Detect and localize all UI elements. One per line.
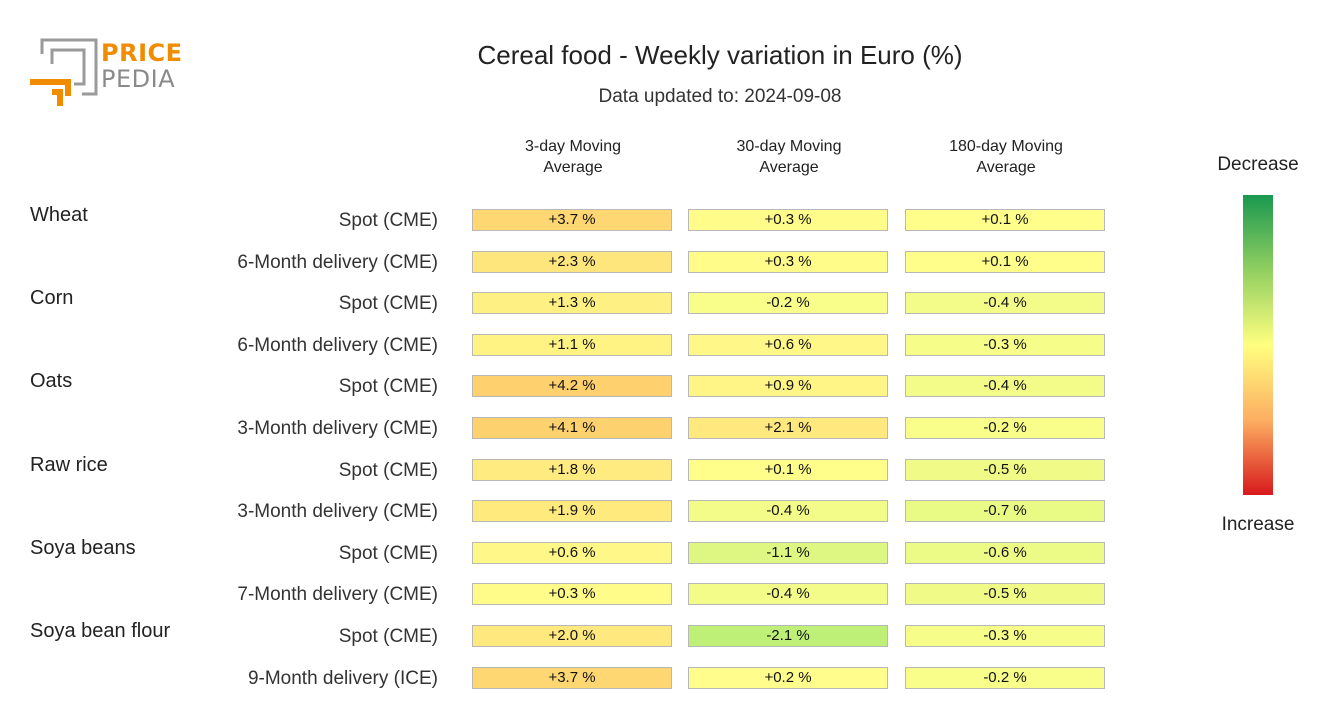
- column-header-line: 3-day Moving: [524, 138, 622, 155]
- value-cell: +0.6 %: [472, 542, 672, 564]
- value-cell: +1.8 %: [472, 459, 672, 481]
- row-label: 9-Month delivery (ICE): [247, 668, 438, 689]
- value-cell: +0.3 %: [688, 209, 888, 231]
- group-label: Soya bean flour: [30, 620, 171, 642]
- row-label: 6-Month delivery (CME): [237, 335, 438, 356]
- value-cell: -0.5 %: [905, 583, 1105, 605]
- group-label: Soya beans: [30, 537, 136, 559]
- value-cell: -0.3 %: [905, 334, 1105, 356]
- row-label: 6-Month delivery (CME): [237, 252, 438, 273]
- value-cell: +1.9 %: [472, 500, 672, 522]
- value-cell: +1.3 %: [472, 292, 672, 314]
- pricepedia-logo: PRICE PEDIA: [30, 38, 190, 110]
- row-label: Spot (CME): [338, 543, 438, 564]
- column-header-line: Average: [759, 159, 819, 176]
- column-header: 30-day Moving Average: [688, 136, 890, 178]
- value-cell: -0.5 %: [905, 459, 1105, 481]
- value-cell: -0.4 %: [905, 375, 1105, 397]
- value-cell: -1.1 %: [688, 542, 888, 564]
- column-header-line: 30-day Moving: [736, 138, 842, 155]
- value-cell: +4.2 %: [472, 375, 672, 397]
- group-label: Oats: [30, 370, 73, 392]
- logo-text-pedia: PEDIA: [101, 65, 176, 93]
- value-cell: +0.2 %: [688, 667, 888, 689]
- chart-subtitle: Data updated to: 2024-09-08: [598, 86, 842, 107]
- value-cell: -0.2 %: [905, 667, 1105, 689]
- value-cell: +3.7 %: [472, 667, 672, 689]
- value-cell: +0.1 %: [688, 459, 888, 481]
- column-header-line: 180-day Moving: [949, 138, 1063, 155]
- value-cell: -0.2 %: [905, 417, 1105, 439]
- column-header: 3-day Moving Average: [472, 136, 674, 178]
- value-cell: +0.1 %: [905, 209, 1105, 231]
- value-cell: -0.6 %: [905, 542, 1105, 564]
- column-header: 180-day Moving Average: [905, 136, 1107, 178]
- value-cell: +0.1 %: [905, 251, 1105, 273]
- logo-text-price: PRICE: [101, 39, 183, 67]
- column-header-line: Average: [543, 159, 603, 176]
- value-cell: +0.3 %: [472, 583, 672, 605]
- value-cell: +3.7 %: [472, 209, 672, 231]
- value-cell: -0.2 %: [688, 292, 888, 314]
- logo-mark-icon: [30, 38, 98, 106]
- value-cell: +4.1 %: [472, 417, 672, 439]
- color-scale-bar: [1243, 195, 1273, 495]
- value-cell: -0.4 %: [688, 583, 888, 605]
- value-cell: -2.1 %: [688, 625, 888, 647]
- legend-decrease-label: Decrease: [1217, 154, 1299, 175]
- column-header-line: Average: [976, 159, 1036, 176]
- group-label: Raw rice: [30, 454, 108, 476]
- legend-increase-label: Increase: [1221, 514, 1295, 535]
- value-cell: +2.0 %: [472, 625, 672, 647]
- value-cell: +1.1 %: [472, 334, 672, 356]
- value-cell: +0.9 %: [688, 375, 888, 397]
- value-cell: +2.1 %: [688, 417, 888, 439]
- row-label: Spot (CME): [338, 210, 438, 231]
- value-cell: +0.6 %: [688, 334, 888, 356]
- group-label: Wheat: [30, 204, 88, 226]
- chart-title: Cereal food - Weekly variation in Euro (…: [477, 40, 963, 70]
- row-label: 7-Month delivery (CME): [237, 584, 438, 605]
- value-cell: +2.3 %: [472, 251, 672, 273]
- group-label: Corn: [30, 287, 74, 309]
- value-cell: +0.3 %: [688, 251, 888, 273]
- row-label: 3-Month delivery (CME): [237, 501, 438, 522]
- value-cell: -0.4 %: [905, 292, 1105, 314]
- row-label: Spot (CME): [338, 376, 438, 397]
- value-cell: -0.3 %: [905, 625, 1105, 647]
- row-label: Spot (CME): [338, 293, 438, 314]
- row-label: Spot (CME): [338, 626, 438, 647]
- row-label: 3-Month delivery (CME): [237, 418, 438, 439]
- row-label: Spot (CME): [338, 460, 438, 481]
- value-cell: -0.4 %: [688, 500, 888, 522]
- value-cell: -0.7 %: [905, 500, 1105, 522]
